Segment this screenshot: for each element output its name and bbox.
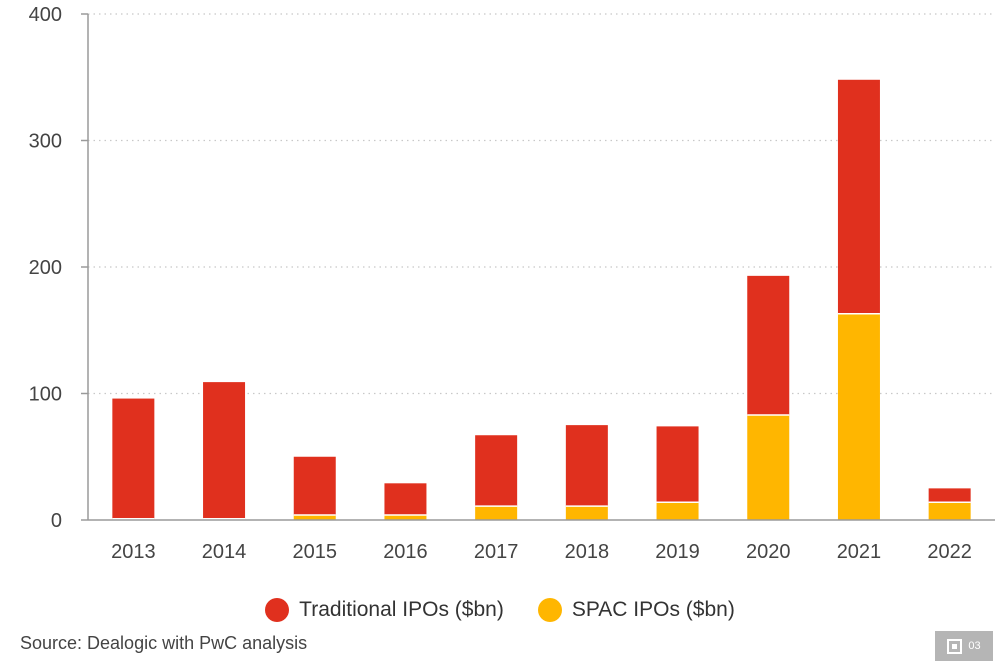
y-axis-ticks: 0 100 200 300 400 — [29, 4, 88, 532]
bar-traditional-2018 — [565, 425, 608, 507]
bar-traditional-2019 — [656, 426, 699, 503]
bar-spac-2021 — [837, 313, 880, 520]
bar-traditional-2022 — [928, 488, 971, 503]
bars — [112, 79, 971, 520]
x-tick-label-2021: 2021 — [837, 541, 882, 563]
qr-code-icon — [947, 638, 963, 654]
legend-swatch-traditional — [265, 598, 290, 622]
bar-traditional-2015 — [293, 456, 336, 515]
legend-item-spac: SPAC IPOs ($bn) — [537, 598, 735, 622]
bar-spac-2020 — [747, 415, 790, 520]
y-tick-label-400: 400 — [29, 4, 62, 26]
x-tick-label-2022: 2022 — [927, 541, 972, 563]
x-tick-label-2020: 2020 — [746, 541, 791, 563]
source-note: Source: Dealogic with PwC analysis — [20, 633, 308, 653]
badge-label: 03 — [968, 640, 981, 652]
bar-traditional-2013 — [112, 398, 155, 519]
figure-badge: 03 — [935, 631, 993, 661]
legend-swatch-spac — [537, 598, 562, 622]
x-tick-label-2014: 2014 — [202, 541, 247, 563]
x-tick-label-2016: 2016 — [383, 541, 428, 563]
bar-traditional-2021 — [837, 79, 880, 314]
bar-traditional-2014 — [203, 382, 246, 519]
bar-spac-2022 — [928, 502, 971, 520]
x-tick-label-2017: 2017 — [474, 541, 519, 563]
bar-spac-2019 — [656, 502, 699, 520]
x-tick-label-2018: 2018 — [565, 541, 610, 563]
x-axis-ticks: 2013 2014 2015 2016 2017 2018 2019 2020 2021 2022 — [111, 541, 972, 563]
y-tick-label-100: 100 — [29, 384, 62, 406]
x-tick-label-2015: 2015 — [293, 541, 338, 563]
bar-traditional-2017 — [475, 435, 518, 507]
x-tick-label-2013: 2013 — [111, 541, 156, 563]
bar-traditional-2020 — [747, 275, 790, 416]
x-tick-label-2019: 2019 — [655, 541, 700, 563]
legend-label-spac: SPAC IPOs ($bn) — [571, 598, 735, 621]
bar-traditional-2016 — [384, 483, 427, 515]
legend-item-traditional: Traditional IPOs ($bn) — [265, 598, 504, 622]
y-tick-label-200: 200 — [29, 257, 62, 279]
bar-spac-2016 — [384, 514, 427, 520]
bar-spac-2015 — [293, 514, 336, 520]
y-tick-label-0: 0 — [51, 510, 62, 532]
bar-spac-2017 — [475, 506, 518, 520]
legend-label-traditional: Traditional IPOs ($bn) — [299, 598, 504, 621]
y-tick-label-300: 300 — [29, 131, 62, 153]
legend: Traditional IPOs ($bn) SPAC IPOs ($bn) — [0, 590, 1000, 630]
bar-spac-2018 — [565, 506, 608, 520]
